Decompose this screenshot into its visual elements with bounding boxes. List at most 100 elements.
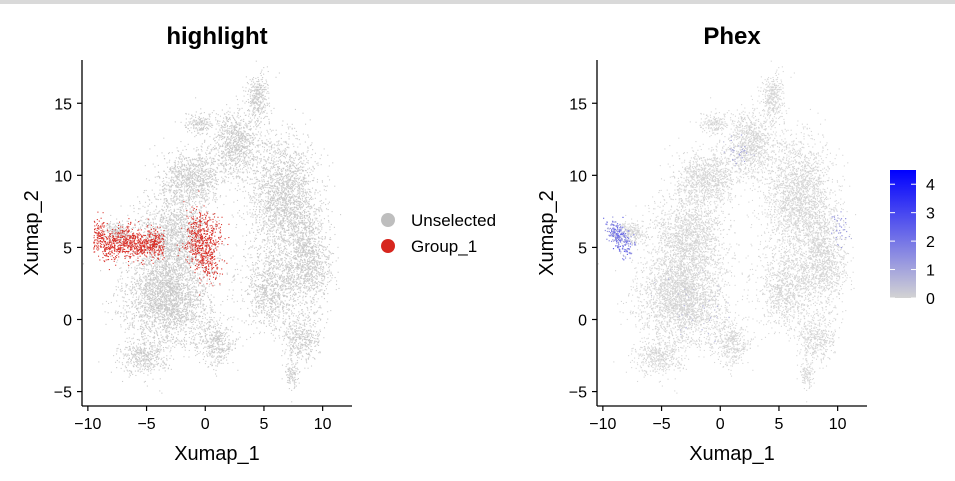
point-unselected: [127, 276, 129, 279]
point-unselected: [197, 272, 199, 274]
point-unselected: [169, 269, 171, 271]
point-unselected: [190, 294, 192, 296]
point-unselected: [173, 168, 175, 170]
point-unselected: [172, 312, 174, 314]
point-unselected: [162, 235, 164, 237]
point-unselected: [186, 185, 188, 187]
point-unselected: [153, 369, 155, 371]
point-unselected: [180, 240, 182, 242]
point-unselected: [191, 180, 193, 182]
point-unselected: [152, 270, 154, 272]
point-unselected: [176, 288, 178, 290]
point-unselected: [193, 165, 195, 167]
point-unselected: [175, 238, 177, 240]
point-unselected: [167, 184, 170, 187]
point-unselected: [123, 305, 125, 307]
point-unselected: [176, 269, 178, 271]
point-unselected: [147, 232, 149, 234]
point-unselected: [178, 240, 180, 242]
point-unselected: [228, 289, 230, 291]
point-unselected: [144, 261, 146, 263]
point-unselected: [174, 253, 176, 255]
point-unselected: [174, 248, 176, 250]
point-unselected: [199, 333, 201, 335]
point-unselected: [189, 160, 191, 162]
point-unselected: [224, 180, 226, 182]
point-unselected: [198, 176, 200, 178]
point-unselected: [166, 279, 168, 281]
point-unselected: [181, 292, 183, 295]
point-unselected: [165, 283, 167, 285]
point-unselected: [210, 161, 212, 163]
point-unselected: [194, 339, 196, 341]
point-unselected: [180, 256, 182, 259]
point-unselected: [154, 195, 156, 198]
point-unselected: [168, 290, 170, 292]
point-unselected: [165, 299, 168, 301]
point-unselected: [162, 316, 165, 318]
point-unselected: [143, 316, 145, 318]
point-unselected: [165, 259, 167, 261]
point-unselected: [169, 284, 171, 286]
point-unselected: [166, 283, 168, 286]
point-unselected: [163, 282, 165, 284]
point-unselected: [190, 161, 192, 163]
point-unselected: [180, 289, 182, 291]
point-unselected: [146, 195, 149, 197]
point-unselected: [156, 272, 158, 275]
point-unselected: [179, 319, 181, 321]
point-unselected: [125, 319, 127, 321]
point-unselected: [150, 258, 152, 261]
point-unselected: [187, 306, 189, 308]
point-unselected: [170, 309, 172, 311]
point-unselected: [215, 179, 218, 181]
point-unselected: [187, 160, 189, 162]
point-unselected: [145, 287, 147, 289]
point-unselected: [164, 288, 166, 290]
point-unselected: [186, 189, 188, 191]
point-unselected: [163, 314, 165, 316]
point-unselected: [169, 324, 171, 326]
point-unselected: [181, 340, 183, 342]
point-unselected: [156, 279, 158, 281]
point-unselected: [195, 315, 197, 317]
point-unselected: [175, 180, 177, 182]
point-unselected: [196, 333, 198, 335]
point-unselected: [199, 209, 201, 211]
point-unselected: [209, 167, 211, 169]
point-unselected: [134, 306, 136, 308]
point-unselected: [183, 356, 185, 358]
point-unselected: [203, 174, 205, 176]
point-unselected: [151, 280, 153, 282]
point-unselected: [171, 293, 173, 295]
point-unselected: [165, 291, 167, 293]
point-unselected: [197, 237, 199, 240]
point-unselected: [145, 313, 147, 315]
point-unselected: [169, 242, 171, 244]
point-unselected: [155, 182, 157, 184]
point-unselected: [178, 170, 180, 172]
point-unselected: [159, 390, 161, 392]
point-unselected: [169, 293, 172, 295]
point-unselected: [183, 217, 185, 220]
point-unselected: [200, 163, 202, 165]
point-unselected: [185, 234, 187, 236]
point-unselected: [151, 323, 153, 325]
point-unselected: [164, 307, 167, 309]
point-unselected: [179, 307, 181, 309]
point-unselected: [182, 258, 184, 260]
point-unselected: [190, 303, 192, 305]
point-unselected: [166, 300, 168, 302]
point-unselected: [173, 299, 175, 302]
point-unselected: [182, 204, 184, 206]
point-unselected: [166, 329, 168, 331]
point-unselected: [177, 170, 179, 172]
point-unselected: [156, 227, 159, 229]
point-unselected: [160, 322, 162, 324]
point-unselected: [148, 233, 151, 235]
point-unselected: [136, 251, 138, 253]
point-unselected: [169, 215, 171, 217]
point-unselected: [166, 227, 168, 229]
point-unselected: [195, 171, 197, 173]
point-unselected: [192, 215, 194, 217]
